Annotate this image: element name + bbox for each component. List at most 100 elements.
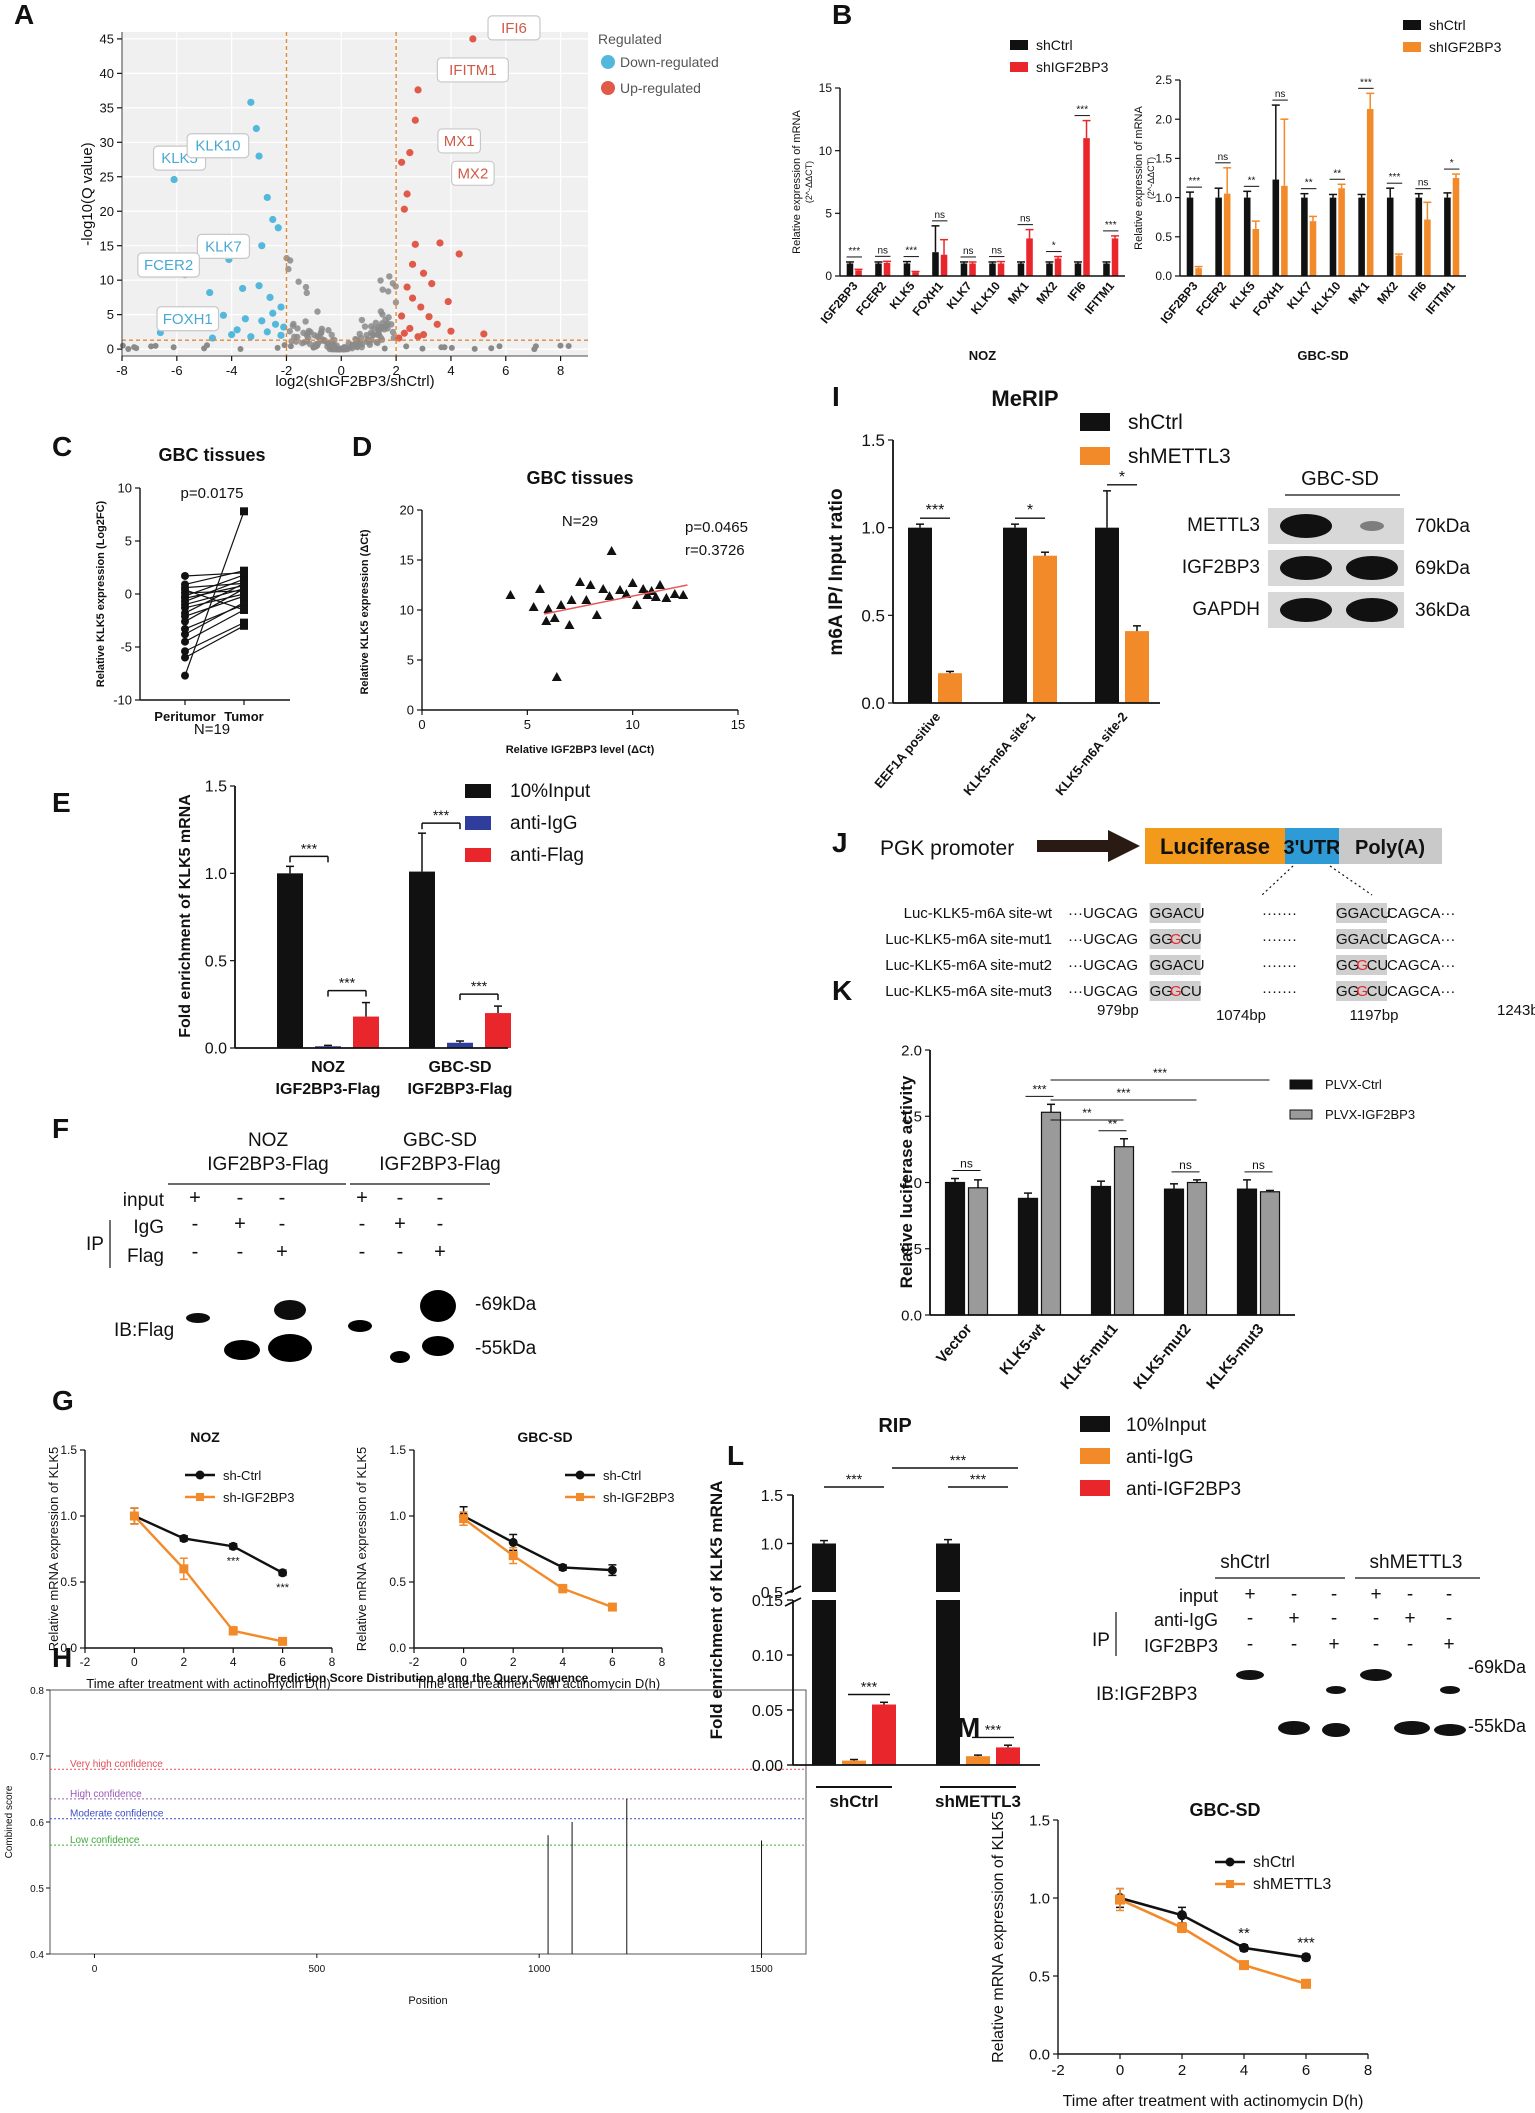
bar-shCtrl bbox=[932, 252, 939, 276]
site-highlight bbox=[1336, 903, 1387, 923]
blot-band bbox=[1346, 556, 1398, 580]
blot-row-label: input bbox=[1179, 1586, 1218, 1606]
bar-anti-Flag bbox=[485, 1013, 511, 1048]
blot-band bbox=[1326, 1686, 1346, 1694]
nonsig-point bbox=[385, 288, 392, 295]
sample-point bbox=[638, 584, 649, 593]
down-regulated-point bbox=[255, 152, 263, 160]
legend-label: Down-regulated bbox=[620, 54, 719, 70]
paired-line bbox=[184, 604, 245, 630]
site-highlight bbox=[1149, 955, 1201, 975]
y-tick-label: 1.0 bbox=[1155, 191, 1172, 205]
y-tick-label: 5 bbox=[107, 307, 114, 322]
x-tick-label: 8 bbox=[659, 1655, 666, 1669]
x-tick-label: -8 bbox=[116, 363, 128, 378]
mutated-base: G bbox=[1170, 931, 1182, 948]
legend-swatch bbox=[1080, 447, 1110, 465]
blot-mark: - bbox=[1331, 1608, 1337, 1629]
bar-shCtrl bbox=[908, 527, 932, 703]
up-regulated-point bbox=[400, 205, 408, 213]
blot-mark: - bbox=[279, 1187, 286, 1209]
x-tick-label: 8 bbox=[1364, 2062, 1372, 2079]
bar-shCtrl bbox=[846, 263, 854, 276]
data-point bbox=[179, 1564, 189, 1574]
legend-swatch bbox=[1080, 413, 1110, 431]
y-axis-label: -log10(Q value) bbox=[79, 142, 96, 245]
y-tick-label: 0 bbox=[107, 342, 114, 357]
nonsig-point bbox=[386, 273, 393, 280]
legend-swatch bbox=[1080, 1480, 1110, 1496]
gene-label: IFI6 bbox=[501, 20, 527, 37]
y-tick-label: 0.0 bbox=[1155, 269, 1172, 283]
blot-band bbox=[1322, 1723, 1350, 1737]
sequence-segment: ···UGCAG bbox=[1068, 983, 1138, 1000]
sequence-segment: GGACU bbox=[1150, 957, 1205, 974]
y-axis-label: Relative mRNA expression of KLK5 bbox=[990, 1811, 1007, 2063]
paired-line bbox=[184, 578, 245, 602]
gene-label-box bbox=[437, 128, 482, 154]
legend-label: sh-Ctrl bbox=[223, 1468, 261, 1483]
bar-anti-IgG bbox=[447, 1042, 473, 1048]
legend-label: sh-IGF2BP3 bbox=[223, 1490, 295, 1505]
category-label: IFITM1 bbox=[1423, 279, 1458, 317]
y-tick-label: 20 bbox=[100, 204, 114, 219]
down-regulated-point bbox=[258, 242, 266, 250]
sequence-gap: ······· bbox=[1262, 931, 1297, 948]
sample-point bbox=[585, 580, 596, 589]
blot-band bbox=[1280, 514, 1332, 538]
y-tick-label: 2.0 bbox=[1155, 112, 1172, 126]
regression-line bbox=[544, 584, 688, 615]
x-tick-label: 4 bbox=[230, 1655, 237, 1669]
legend-swatch bbox=[1403, 20, 1421, 30]
blot-group-title: IGF2BP3-Flag bbox=[379, 1154, 500, 1175]
chart-title: NOZ bbox=[190, 1429, 220, 1445]
significance-label: *** bbox=[227, 1555, 241, 1567]
bar-10%Input bbox=[277, 873, 303, 1048]
paired-line bbox=[184, 582, 245, 589]
significance-label: ns bbox=[1418, 178, 1429, 189]
x-tick-label: -6 bbox=[171, 363, 183, 378]
y-tick-label: 10 bbox=[100, 273, 114, 288]
y-tick-label: 0.0 bbox=[389, 1641, 406, 1655]
significance-label: *** bbox=[433, 807, 450, 823]
y-tick-label: 2.0 bbox=[901, 1042, 922, 1059]
nonsig-point bbox=[370, 331, 377, 339]
bar-shCtrl bbox=[1215, 197, 1222, 276]
bar-shCtrl bbox=[1186, 197, 1194, 276]
bar-shIGF2BP3 bbox=[1223, 193, 1231, 276]
y-tick-label: 0.0 bbox=[205, 1041, 227, 1058]
blot-row-label: METTL3 bbox=[1187, 515, 1260, 536]
bar-shCtrl bbox=[989, 263, 996, 276]
blot-mark: - bbox=[279, 1213, 286, 1235]
y-tick-label: 1.5 bbox=[60, 1443, 77, 1457]
bar-shIGF2BP3 bbox=[940, 254, 948, 276]
paired-line bbox=[184, 622, 245, 652]
bar-PLVX-IGF2BP3 bbox=[1186, 1181, 1208, 1316]
blot-mark: - bbox=[1373, 1634, 1379, 1655]
up-regulated-point bbox=[447, 327, 455, 335]
y-axis-label: Relative luciferase activity bbox=[897, 1075, 916, 1288]
panel-letter-D: D bbox=[352, 431, 372, 462]
blot-band bbox=[390, 1351, 410, 1363]
category-label: shCtrl bbox=[829, 1792, 878, 1811]
down-regulated-point bbox=[269, 309, 277, 317]
y-tick-label: 1.5 bbox=[861, 431, 885, 450]
mw-marker: -69kDa bbox=[475, 1294, 537, 1315]
gene-label-box bbox=[487, 15, 541, 41]
y-tick-label: 0.05 bbox=[752, 1703, 783, 1720]
blot-ib-label: IB:IGF2BP3 bbox=[1096, 1684, 1197, 1705]
blot-mark: - bbox=[1446, 1608, 1452, 1629]
x-tick-label: 0 bbox=[92, 1964, 98, 1975]
legend-swatch bbox=[1010, 62, 1028, 72]
bar-shCtrl bbox=[1272, 179, 1280, 276]
x-tick-label: 4 bbox=[447, 363, 454, 378]
x-tick-label: -2 bbox=[281, 363, 293, 378]
nonsig-point bbox=[274, 344, 281, 351]
tumor-point bbox=[240, 586, 248, 595]
category-label: shMETTL3 bbox=[935, 1792, 1021, 1811]
significance-label: *** bbox=[848, 246, 860, 257]
blot-mark: + bbox=[1244, 1584, 1255, 1605]
legend-marker-down bbox=[601, 55, 615, 69]
series-line-shMETTL3 bbox=[1119, 1898, 1307, 1986]
